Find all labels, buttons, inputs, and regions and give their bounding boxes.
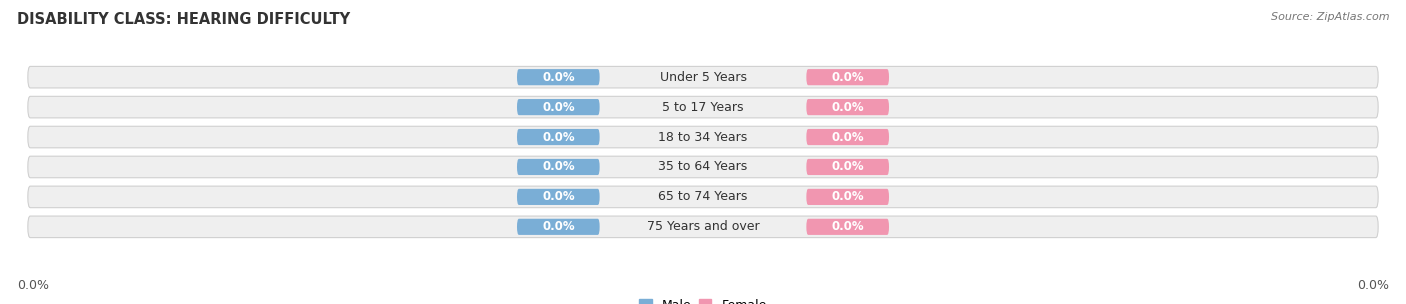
Text: 0.0%: 0.0% [541,101,575,114]
Text: 0.0%: 0.0% [541,190,575,203]
FancyBboxPatch shape [807,219,889,235]
FancyBboxPatch shape [28,186,1378,208]
Text: 0.0%: 0.0% [831,130,865,143]
FancyBboxPatch shape [28,126,1378,148]
Text: 0.0%: 0.0% [831,190,865,203]
FancyBboxPatch shape [517,219,599,235]
FancyBboxPatch shape [28,156,1378,178]
Legend: Male, Female: Male, Female [634,294,772,304]
FancyBboxPatch shape [807,69,889,85]
Text: 18 to 34 Years: 18 to 34 Years [658,130,748,143]
Text: 0.0%: 0.0% [541,161,575,174]
FancyBboxPatch shape [517,159,599,175]
Text: Source: ZipAtlas.com: Source: ZipAtlas.com [1271,12,1389,22]
Text: 0.0%: 0.0% [541,220,575,233]
Text: 0.0%: 0.0% [541,130,575,143]
FancyBboxPatch shape [28,216,1378,238]
FancyBboxPatch shape [517,129,599,145]
FancyBboxPatch shape [807,189,889,205]
Text: 65 to 74 Years: 65 to 74 Years [658,190,748,203]
Text: 0.0%: 0.0% [831,71,865,84]
Text: 75 Years and over: 75 Years and over [647,220,759,233]
Text: 0.0%: 0.0% [17,279,49,292]
Text: 0.0%: 0.0% [541,71,575,84]
FancyBboxPatch shape [28,96,1378,118]
Text: 0.0%: 0.0% [831,101,865,114]
FancyBboxPatch shape [517,69,599,85]
FancyBboxPatch shape [517,99,599,115]
Text: 0.0%: 0.0% [1357,279,1389,292]
FancyBboxPatch shape [807,129,889,145]
Text: 0.0%: 0.0% [831,220,865,233]
FancyBboxPatch shape [807,159,889,175]
Text: 35 to 64 Years: 35 to 64 Years [658,161,748,174]
FancyBboxPatch shape [28,66,1378,88]
Text: 5 to 17 Years: 5 to 17 Years [662,101,744,114]
FancyBboxPatch shape [807,99,889,115]
Text: Under 5 Years: Under 5 Years [659,71,747,84]
FancyBboxPatch shape [517,189,599,205]
Text: DISABILITY CLASS: HEARING DIFFICULTY: DISABILITY CLASS: HEARING DIFFICULTY [17,12,350,27]
Text: 0.0%: 0.0% [831,161,865,174]
